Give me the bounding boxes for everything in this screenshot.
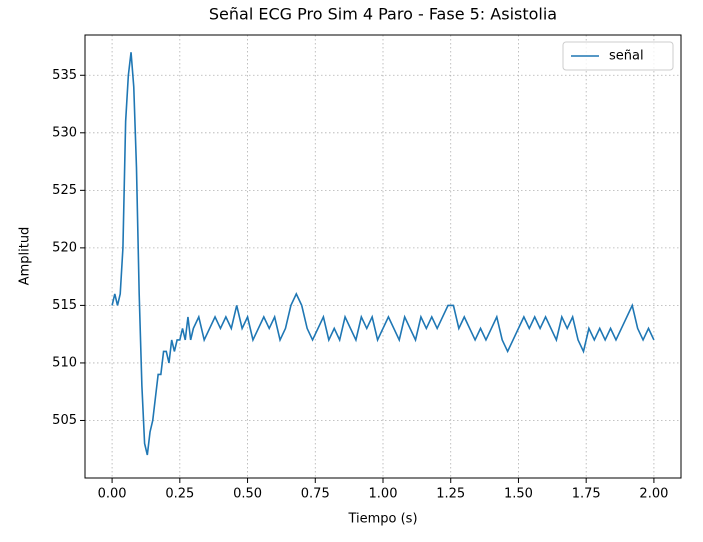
y-tick-label: 525	[52, 183, 77, 198]
plot-frame	[84, 34, 682, 479]
x-tick-label: 0.25	[165, 487, 194, 502]
y-tick-label: 520	[52, 240, 77, 255]
legend-box	[562, 41, 674, 71]
legend-label: señal	[609, 49, 644, 64]
x-axis-label: Tiempo (s)	[347, 512, 417, 527]
x-tick-label: 1.50	[504, 487, 533, 502]
y-tick-label: 510	[52, 355, 77, 370]
x-tick-label: 2.00	[639, 487, 668, 502]
y-tick-label: 530	[52, 125, 77, 140]
y-axis-label: Amplitud	[18, 227, 33, 286]
y-tick-label: 535	[52, 68, 77, 83]
x-tick-label: 0.50	[233, 487, 262, 502]
data-line	[111, 52, 655, 456]
x-tick-label: 1.00	[369, 487, 398, 502]
y-tick-label: 515	[52, 298, 77, 313]
x-tick-label: 0.00	[98, 487, 127, 502]
chart-title: Señal ECG Pro Sim 4 Paro - Fase 5: Asist…	[209, 5, 557, 24]
y-tick-label: 505	[52, 413, 77, 428]
x-tick-label: 1.25	[436, 487, 465, 502]
x-tick-label: 1.75	[572, 487, 601, 502]
x-tick-label: 0.75	[301, 487, 330, 502]
